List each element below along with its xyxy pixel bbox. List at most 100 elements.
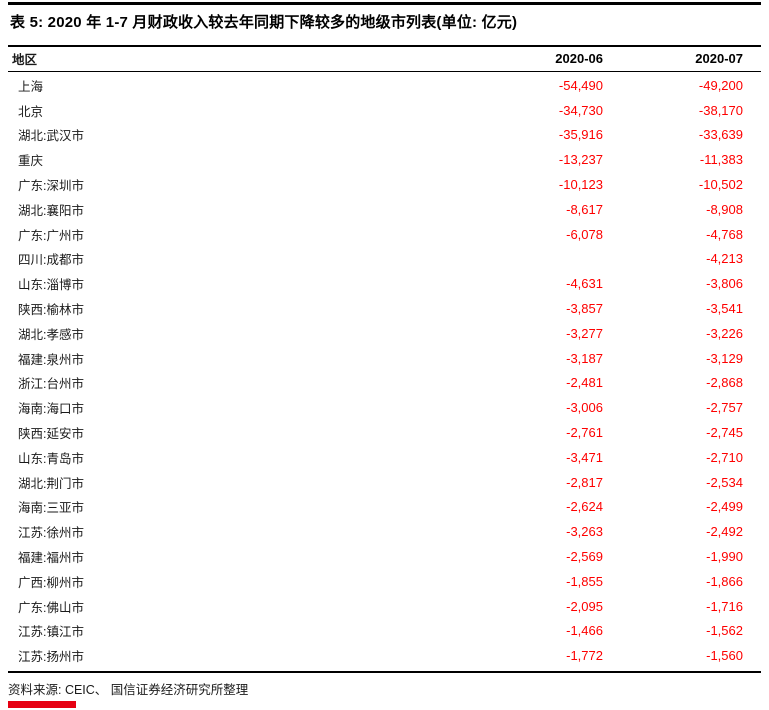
value-2020-06-cell: -1,855 (566, 573, 603, 589)
region-cell: 陕西:延安市 (18, 427, 84, 442)
table-row: 海南:三亚市 -2,624 -2,499 (0, 495, 769, 520)
brand-red-bar (8, 701, 76, 708)
value-2020-06-cell: -3,187 (566, 350, 603, 366)
table-row: 福建:泉州市 -3,187 -3,129 (0, 346, 769, 371)
value-2020-06-cell: -1,772 (566, 648, 603, 664)
value-2020-07-cell: -11,383 (699, 152, 743, 168)
table-body: 上海 -54,490 -49,200 北京 -34,730 -38,170 湖北:武汉市 -3… (0, 73, 769, 668)
value-2020-06-cell: -2,624 (566, 499, 603, 515)
table-row: 广东:深圳市 -10,123 -10,502 (0, 172, 769, 197)
region-cell: 江苏:徐州市 (18, 526, 84, 541)
table-row: 陕西:延安市 -2,761 -2,745 (0, 420, 769, 445)
region-cell: 北京 (18, 104, 44, 119)
region-cell: 海南:三亚市 (18, 501, 84, 516)
table-row: 湖北:荆门市 -2,817 -2,534 (0, 470, 769, 495)
value-2020-07-cell: -1,562 (706, 623, 743, 639)
value-2020-06-cell: -1,466 (566, 623, 603, 639)
value-2020-07-cell: -49,200 (698, 77, 743, 93)
table-row: 上海 -54,490 -49,200 (0, 73, 769, 98)
table-row: 山东:淄博市 -4,631 -3,806 (0, 271, 769, 296)
region-cell: 广东:广州市 (18, 228, 84, 243)
region-cell: 广西:柳州市 (18, 575, 84, 590)
region-cell: 海南:海口市 (18, 402, 84, 417)
value-2020-07-cell: -1,560 (706, 648, 743, 664)
value-2020-06-cell: -54,490 (558, 77, 603, 93)
value-2020-07-cell: -3,129 (706, 350, 743, 366)
table-row: 湖北:孝感市 -3,277 -3,226 (0, 321, 769, 346)
region-cell: 湖北:襄阳市 (18, 203, 84, 218)
table-row: 福建:福州市 -2,569 -1,990 (0, 544, 769, 569)
table-row: 湖北:武汉市 -35,916 -33,639 (0, 123, 769, 148)
top-rule (8, 2, 761, 5)
table-row: 广东:佛山市 -2,095 -1,716 (0, 594, 769, 619)
value-2020-06-cell: -6,078 (566, 226, 603, 242)
table-row: 广东:广州市 -6,078 -4,768 (0, 222, 769, 247)
value-2020-07-cell: -4,213 (706, 251, 743, 267)
region-cell: 重庆 (18, 154, 44, 169)
value-2020-07-cell: -3,806 (706, 276, 743, 292)
region-cell: 江苏:镇江市 (18, 625, 84, 640)
table-row: 陕西:榆林市 -3,857 -3,541 (0, 296, 769, 321)
value-2020-07-cell: -33,639 (698, 127, 743, 143)
region-cell: 上海 (18, 79, 44, 94)
value-2020-07-cell: -38,170 (698, 102, 743, 118)
value-2020-07-cell: -2,868 (706, 375, 743, 391)
value-2020-06-cell: -13,237 (558, 152, 603, 168)
value-2020-07-cell: -1,716 (706, 598, 743, 614)
value-2020-07-cell: -3,541 (706, 301, 743, 317)
table-header-row: 地区 2020-06 2020-07 (0, 46, 769, 71)
value-2020-06-cell: -2,095 (566, 598, 603, 614)
title-underline (8, 45, 761, 47)
value-2020-06-cell: -3,263 (566, 524, 603, 540)
region-cell: 山东:青岛市 (18, 451, 84, 466)
region-cell: 广东:深圳市 (18, 179, 84, 194)
value-2020-06-cell: -34,730 (558, 102, 603, 118)
value-2020-06-cell: -3,277 (566, 325, 603, 341)
value-2020-06-cell: -10,123 (558, 177, 603, 193)
value-2020-06-cell: -2,817 (566, 474, 603, 490)
value-2020-07-cell: -2,492 (706, 524, 743, 540)
value-2020-07-cell: -2,745 (706, 425, 743, 441)
region-cell: 山东:淄博市 (18, 278, 84, 293)
value-2020-07-cell: -10,502 (698, 177, 743, 193)
table-row: 江苏:徐州市 -3,263 -2,492 (0, 519, 769, 544)
value-2020-07-cell: -2,710 (706, 449, 743, 465)
value-2020-07-cell: -1,990 (706, 549, 743, 565)
region-cell: 福建:福州市 (18, 551, 84, 566)
region-cell: 四川:成都市 (18, 253, 84, 268)
region-cell: 浙江:台州市 (18, 377, 84, 392)
region-cell: 湖北:武汉市 (18, 129, 84, 144)
table-row: 山东:青岛市 -3,471 -2,710 (0, 445, 769, 470)
region-cell: 湖北:荆门市 (18, 476, 84, 491)
table-row: 江苏:镇江市 -1,466 -1,562 (0, 619, 769, 644)
value-2020-06-cell: -35,916 (558, 127, 603, 143)
table-row: 江苏:扬州市 -1,772 -1,560 (0, 643, 769, 668)
source-note: 资料来源: CEIC、 国信证券经济研究所整理 (8, 683, 249, 697)
value-2020-06-cell: -2,761 (566, 425, 603, 441)
value-2020-06-cell: -3,857 (566, 301, 603, 317)
table-row: 广西:柳州市 -1,855 -1,866 (0, 569, 769, 594)
value-2020-06-cell: -2,569 (566, 549, 603, 565)
column-header-region: 地区 (12, 53, 38, 67)
value-2020-06-cell: -2,481 (566, 375, 603, 391)
value-2020-06-cell: -4,631 (566, 276, 603, 292)
table-title: 表 5: 2020 年 1-7 月财政收入较去年同期下降较多的地级市列表(单位:… (10, 14, 518, 31)
column-header-2020-06: 2020-06 (555, 51, 603, 66)
value-2020-07-cell: -2,757 (706, 400, 743, 416)
region-cell: 广东:佛山市 (18, 600, 84, 615)
value-2020-07-cell: -1,866 (706, 573, 743, 589)
header-underline (8, 71, 761, 72)
bottom-rule (8, 671, 761, 673)
value-2020-06-cell: -3,471 (566, 449, 603, 465)
table-row: 浙江:台州市 -2,481 -2,868 (0, 371, 769, 396)
table-row: 北京 -34,730 -38,170 (0, 98, 769, 123)
table-row: 湖北:襄阳市 -8,617 -8,908 (0, 197, 769, 222)
value-2020-06-cell: -8,617 (566, 201, 603, 217)
region-cell: 湖北:孝感市 (18, 327, 84, 342)
table-row: 重庆 -13,237 -11,383 (0, 147, 769, 172)
column-header-2020-07: 2020-07 (695, 51, 743, 66)
value-2020-07-cell: -8,908 (706, 201, 743, 217)
value-2020-07-cell: -2,534 (706, 474, 743, 490)
table-row: 四川:成都市 -4,213 (0, 247, 769, 272)
